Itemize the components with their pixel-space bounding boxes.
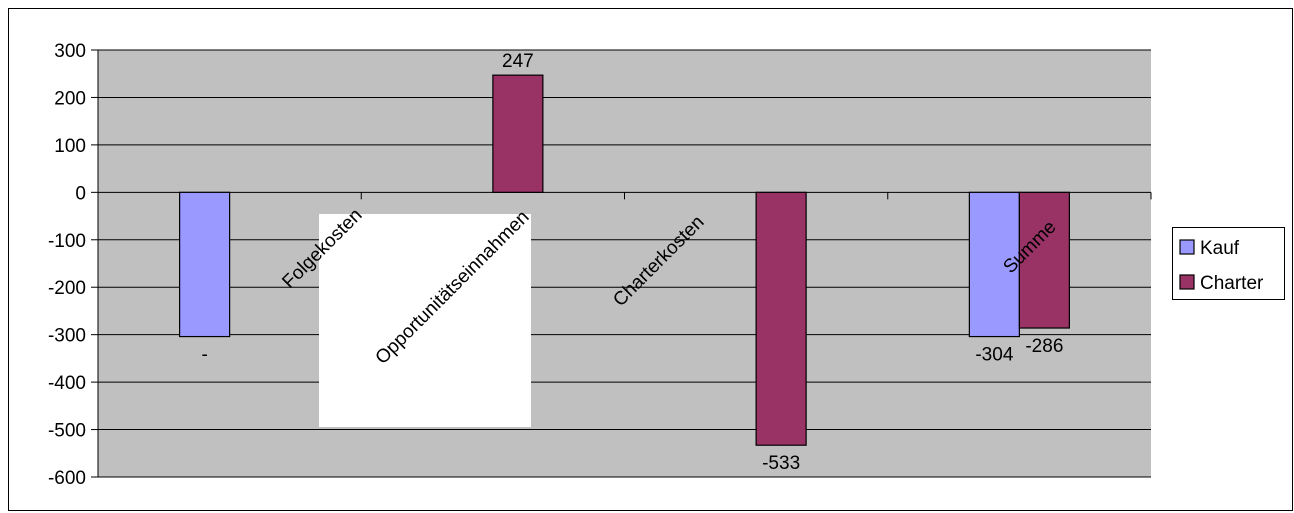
data-label: 247 (502, 51, 534, 72)
y-tick-label: 300 (54, 41, 86, 62)
y-tick-label: -600 (48, 468, 86, 489)
y-tick-label: -200 (48, 278, 86, 299)
bar-kauf (179, 191, 231, 338)
bar-kauf (968, 191, 1020, 338)
y-tick-label: -300 (48, 326, 86, 347)
y-tick-label: -500 (48, 421, 86, 442)
data-labels: - 247 -533 -304 -286 (201, 51, 1063, 474)
label-box (319, 214, 531, 427)
bar-charter (492, 74, 544, 193)
legend-swatch-kauf (1179, 239, 1195, 255)
data-label: -286 (1025, 336, 1063, 357)
y-tick-label: 100 (54, 136, 86, 157)
data-label: -533 (762, 453, 800, 474)
y-tick-label: 0 (75, 183, 86, 204)
legend-swatch-charter (1179, 274, 1195, 290)
bar-charter (1018, 191, 1070, 329)
y-tick-label: -400 (48, 373, 86, 394)
bars (179, 74, 1070, 446)
legend: Kauf Charter (1172, 227, 1285, 300)
bar-charter (755, 191, 807, 446)
y-axis: 300 200 100 0 -100 -200 -300 -400 -500 -600 (48, 41, 99, 489)
y-tick-label: -100 (48, 231, 86, 252)
data-label: -304 (975, 345, 1013, 366)
data-label: - (201, 345, 207, 366)
y-tick-label: 200 (54, 88, 86, 109)
legend-label: Kauf (1200, 238, 1240, 259)
legend-label: Charter (1200, 273, 1264, 294)
